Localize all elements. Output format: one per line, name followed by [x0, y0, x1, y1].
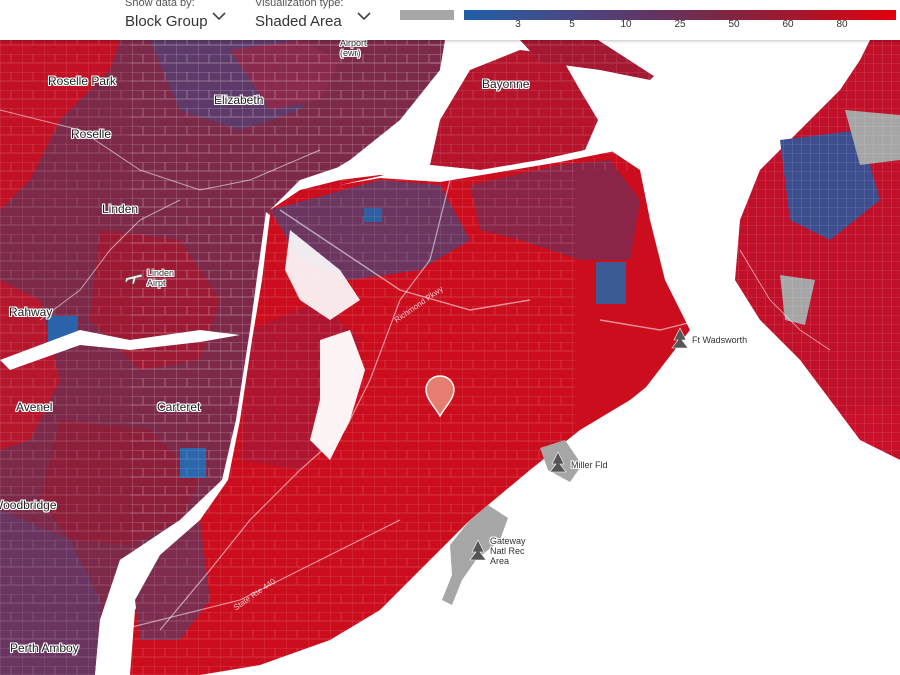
label-airport: Airport (ewr)	[340, 38, 367, 58]
show-data-value: Block Group	[125, 13, 208, 30]
map-pin-icon[interactable]	[425, 375, 455, 418]
label-elizabeth: Elizabeth	[214, 93, 264, 107]
label-linden-airport: Linden Airpt	[147, 268, 175, 288]
visualization-value: Shaded Area	[255, 13, 342, 30]
color-legend: 3 5 10 25 50 60 80	[400, 10, 900, 40]
airplane-icon	[124, 273, 143, 285]
tree-icon	[469, 327, 689, 561]
visualization-label: Visualization type:	[255, 0, 344, 9]
label-ft-wadsworth: Ft Wadsworth	[692, 335, 748, 345]
legend-tick: 10	[620, 19, 632, 30]
legend-tick: 80	[836, 19, 848, 30]
roads	[0, 109, 831, 631]
label-gateway: Gateway Natl Rec Area	[490, 536, 526, 566]
nodata-swatch	[400, 10, 454, 20]
chevron-down-icon	[357, 12, 371, 21]
label-rahway: Rahway	[9, 305, 53, 319]
map-toolbar: Show data by: Block Group Visualization …	[0, 0, 900, 40]
show-data-label: Show data by:	[125, 0, 195, 9]
legend-tick: 25	[674, 19, 686, 30]
label-bayonne: Bayonne	[482, 77, 530, 91]
label-linden: Linden	[102, 202, 139, 216]
label-roselle: Roselle	[71, 127, 112, 141]
label-miller-fld: Miller Fld	[571, 460, 608, 470]
waterways	[0, 40, 900, 675]
legend-tick: 5	[569, 19, 575, 30]
show-data-dropdown[interactable]: Show data by: Block Group	[125, 0, 235, 40]
color-ramp	[464, 10, 896, 20]
label-avenel: Avenel	[16, 400, 53, 414]
legend-tick: 3	[515, 19, 521, 30]
label-roselle-park: Roselle Park	[48, 74, 117, 88]
chevron-down-icon	[212, 12, 226, 21]
label-carteret: Carteret	[157, 400, 201, 414]
visualization-dropdown[interactable]: Visualization type: Shaded Area	[255, 0, 380, 40]
label-woodbridge: Woodbridge	[0, 498, 57, 512]
legend-tick: 60	[782, 19, 794, 30]
label-perth-amboy: Perth Amboy	[10, 641, 79, 655]
legend-tick: 50	[728, 19, 740, 30]
